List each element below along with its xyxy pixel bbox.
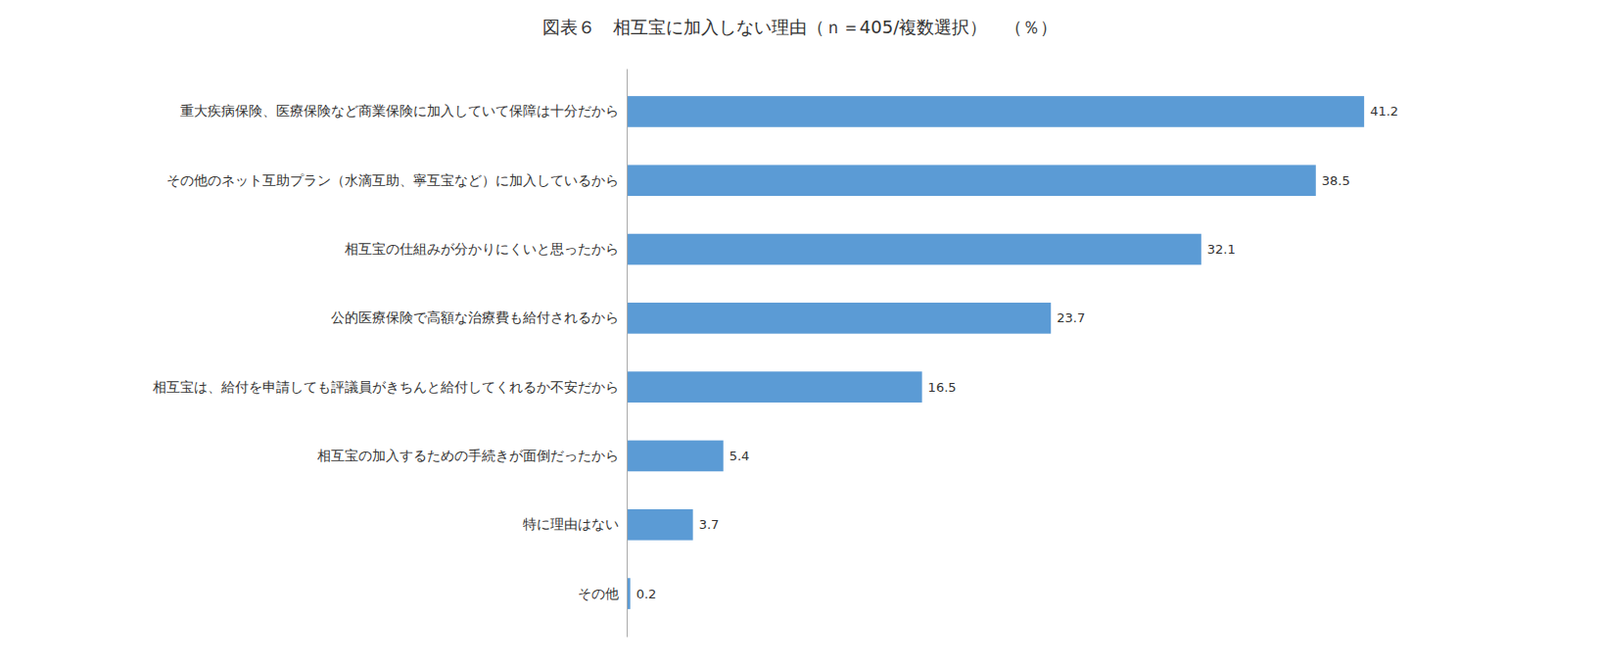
bar	[626, 302, 1051, 334]
bar	[626, 95, 1365, 128]
data-labels: 41.2 38.5 32.1 23.7 16.5 5.4 3.7 0.2	[636, 103, 1399, 601]
data-label: 0.2	[636, 586, 658, 602]
bar	[626, 371, 923, 403]
data-label: 5.4	[729, 448, 751, 464]
tick-label: 特に理由はない	[522, 516, 619, 532]
tick-label: 重大疾病保険、医療保険など商業保険に加入していて保障は十分だから	[180, 102, 619, 119]
tick: その他のネット互助プラン（水滴互助、寧互宝など）に加入しているから	[166, 172, 627, 189]
chart: 図表６ 相互宝に加入しない理由（ｎ＝405/複数選択） （％） 41.2 38.5 3…	[0, 0, 1600, 666]
tick: 特に理由はない	[522, 516, 627, 532]
bar	[626, 440, 724, 472]
plot: 41.2 38.5 32.1 23.7 16.5 5.4 3.7 0.2 重大疾病保険、医療保険…	[152, 69, 1399, 638]
tick-label: 相互宝の加入するための手続きが面倒だったから	[317, 447, 619, 464]
tick: 公的医療保険で高額な治療費も給付されるから	[330, 309, 627, 326]
bar	[626, 234, 1202, 266]
tick-label: 相互宝の仕組みが分かりにくいと思ったから	[344, 240, 619, 257]
tick-label: その他	[577, 585, 619, 602]
data-label: 3.7	[699, 517, 720, 532]
axis-line	[626, 69, 628, 638]
bars	[626, 95, 1365, 610]
tick-label: 相互宝は、給付を申請しても評議員がきちんと給付してくれるか不安だから	[152, 378, 619, 395]
data-label: 41.2	[1369, 103, 1399, 119]
tick-label: その他のネット互助プラン（水滴互助、寧互宝など）に加入しているから	[166, 172, 619, 189]
data-label: 23.7	[1056, 310, 1085, 326]
title: 図表６ 相互宝に加入しない理由（ｎ＝405/複数選択） （％）	[542, 16, 1058, 38]
tick-label: 公的医療保険で高額な治療費も給付されるから	[330, 309, 619, 326]
bar	[626, 509, 694, 541]
data-label: 32.1	[1207, 241, 1236, 257]
tick: 相互宝の加入するための手続きが面倒だったから	[317, 447, 627, 464]
tick: 相互宝は、給付を申請しても評議員がきちんと給付してくれるか不安だから	[152, 378, 627, 395]
data-label: 16.5	[928, 379, 957, 395]
tick: その他	[577, 585, 627, 602]
data-label: 38.5	[1321, 173, 1351, 189]
y-axis: 重大疾病保険、医療保険など商業保険に加入していて保障は十分だからその他のネット互…	[152, 69, 628, 638]
tick: 相互宝の仕組みが分かりにくいと思ったから	[344, 240, 627, 257]
bar	[626, 164, 1317, 196]
tick: 重大疾病保険、医療保険など商業保険に加入していて保障は十分だから	[180, 102, 627, 119]
